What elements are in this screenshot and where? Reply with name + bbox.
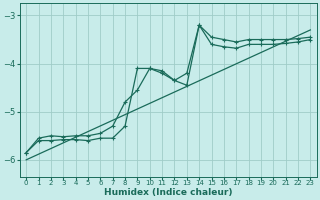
X-axis label: Humidex (Indice chaleur): Humidex (Indice chaleur) [104,188,233,197]
